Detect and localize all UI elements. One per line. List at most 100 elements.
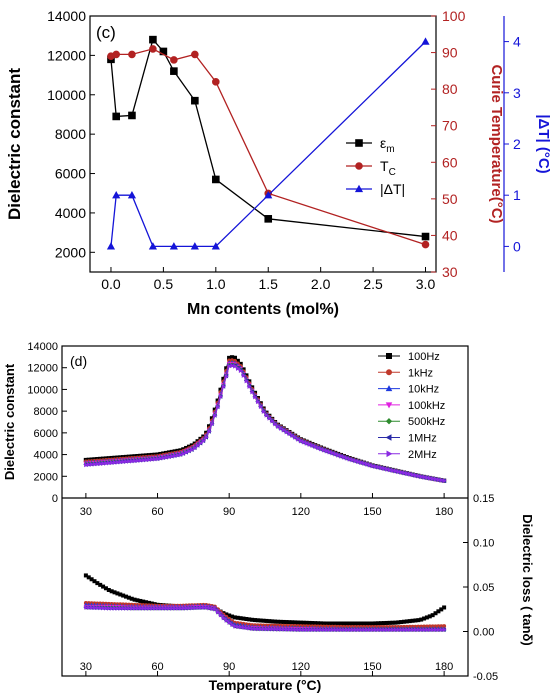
panel-c-x-tick-label: 0.5 [154,276,174,292]
panel-d-loss-point-6 [390,627,395,632]
panel-c-y-tick-label: 14000 [47,8,86,24]
panel-d-loss-point-6 [216,609,221,615]
panel-c-data-point-2 [421,37,430,45]
panel-c-y2-tick-label: 40 [442,227,458,243]
panel-c-y2-tick-label: 100 [442,8,466,24]
panel-d-loss-point-6 [184,605,189,611]
panel-d-permittivity-point-6 [379,465,384,471]
panel-c-plot-frame [89,15,437,273]
panel-c-y-tick-label: 12000 [47,47,86,63]
panel-d-y2-tick-label: 0.05 [473,582,494,594]
panel-d-loss-point-6 [324,627,330,632]
panel-c-y-tick-label: 8000 [55,126,86,142]
panel-d-loss-point-6 [290,627,295,632]
panel-d-loss-point-6 [109,606,115,611]
panel-d-loss-point-6 [373,627,378,632]
panel-d-loss-point-6 [336,627,341,632]
panel-d-permittivity-point-6 [419,474,424,480]
panel-d-permittivity-point-6 [152,456,158,462]
panel-d-loss-point-6 [296,627,301,632]
panel-d-loss-point-6 [233,624,238,629]
panel-d-loss-point-6 [178,606,183,611]
panel-d-permittivity-point-6 [279,425,284,431]
panel-d-permittivity-point-6 [399,470,404,475]
panel-d-loss-point-6 [419,627,424,632]
panel-d-loss-point-6 [118,606,123,611]
panel-d-loss-point-6 [112,606,117,611]
panel-c-legend-marker [354,184,364,193]
panel-d-permittivity-point-6 [161,455,166,461]
panel-d-legend-label-6: 2MHz [408,449,437,461]
panel-d-legend-marker [385,418,393,425]
panel-d-permittivity-point-6 [299,438,304,444]
panel-d-permittivity-point-6 [204,435,209,440]
panel-d-y-tick-label: 4000 [34,450,58,462]
panel-d-permittivity-point-6 [207,429,212,434]
panel-d-permittivity-point-6 [439,477,444,483]
panel-d-legend-marker [385,385,393,392]
panel-d-upper-x-tick-label: 30 [80,506,92,518]
panel-c-legend-label-1: TC [380,158,396,178]
panel-d-permittivity-point-6 [247,384,252,389]
panel-d-loss-point-6 [356,627,361,632]
panel-d-loss-point-6 [164,606,169,611]
panel-d-y2-tick-label: 0.00 [473,627,494,639]
panel-d-loss-point-6 [316,627,321,632]
panel-d-permittivity-point-6 [281,427,287,433]
panel-d-loss-point-6 [276,627,281,632]
panel-d-loss-point-6 [382,627,387,632]
panel-c-data-point-1 [128,50,136,59]
panel-d-legend-label-1: 1kHz [408,367,433,379]
panel-d-permittivity-point-6 [276,424,281,429]
panel-c-data-point-1 [149,45,157,53]
panel-d-loss-point-6 [230,622,235,628]
panel-d-loss-point-6 [405,627,410,632]
panel-d-loss-point-6 [250,626,255,631]
panel-d-upper-x-tick-label: 150 [363,506,381,518]
panel-d-permittivity-point-6 [258,404,264,410]
panel-d-loss-point-6 [175,606,181,611]
panel-d-permittivity-point-6 [218,394,224,400]
panel-d-loss-point-6 [84,605,89,610]
panel-d-y2-tick-label: 0.15 [473,493,494,505]
panel-d-permittivity-point-6 [339,453,344,459]
panel-d-loss-point-6 [204,605,209,610]
panel-d-permittivity-point-6 [121,459,126,465]
panel-d-loss-point-6 [144,606,149,611]
panel-d-permittivity-point-6 [107,460,112,466]
panel-d-loss-point-6 [299,627,304,632]
panel-d-loss-point-6 [396,627,401,632]
panel-d-loss-point-6 [430,627,436,632]
panel-d-permittivity-point-6 [112,460,118,465]
panel-d-permittivity-point-6 [84,462,89,468]
panel-d-permittivity-point-6 [362,461,367,466]
panel-d-loss-point-6 [413,627,418,632]
panel-d-loss-point-6 [190,605,195,611]
panel-d-permittivity-point-6 [393,468,398,474]
panel-c-x-tick-label: 1.0 [206,276,226,292]
panel-c-legend-label-0: εm [380,135,395,155]
panel-c-data-point-1 [112,50,121,59]
panel-d-loss-point-6 [241,625,246,630]
panel-d-loss-point-6 [365,627,370,632]
panel-d-upper-x-tick-label: 180 [435,506,453,518]
panel-c-y3-tick-label: 0 [513,238,521,254]
panel-d-permittivity-point-6 [89,462,95,467]
panel-c-x-tick-label: 3.0 [416,276,436,292]
panel-d-legend-marker [385,402,393,409]
panel-d-permittivity-point-6 [238,368,244,373]
panel-d-loss-point-6 [89,605,95,610]
panel-d-loss-point-6 [152,606,158,611]
panel-d-loss-point-6 [284,627,289,632]
panel-d-loss-point-6 [135,606,140,611]
panel-c-data-point-1 [170,56,178,64]
panel-d-permittivity-point-6 [253,394,258,400]
panel-d-permittivity-point-6 [364,461,370,467]
panel-d-loss-point-6 [333,627,338,632]
panel-d-permittivity-point-6 [115,459,120,465]
panel-d-loss-point-6 [350,627,355,632]
panel-d-permittivity-point-6 [390,468,396,473]
panel-d-loss-point-6 [132,606,138,611]
panel-d-permittivity-point-6 [410,472,416,478]
panel-d-loss-point-6 [161,606,166,611]
